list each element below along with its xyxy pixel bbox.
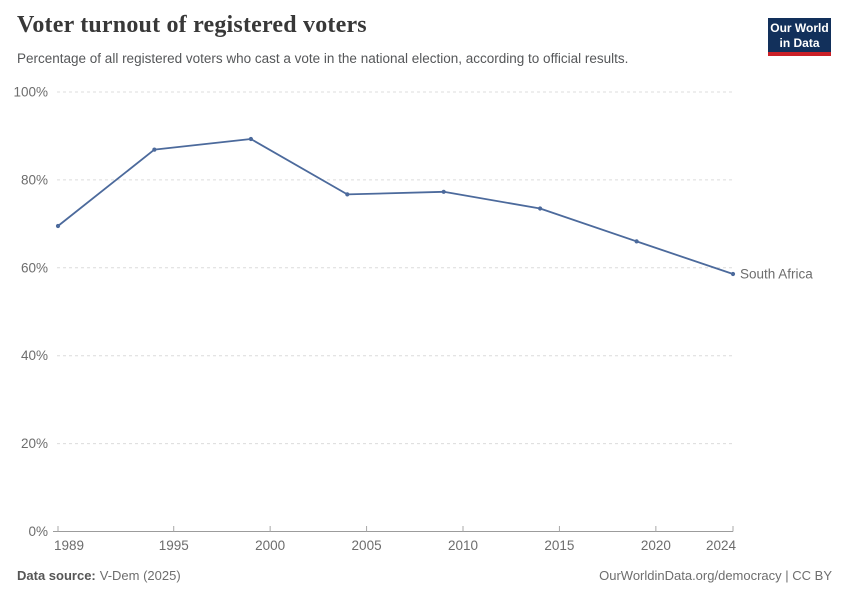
data-point-1989	[55, 223, 61, 229]
x-tick-label-1989: 1989	[54, 538, 84, 553]
data-point-2004	[345, 192, 350, 197]
owid-logo-line1: Our World	[770, 21, 829, 35]
x-tick-label-2000: 2000	[255, 538, 285, 553]
x-tick-label-2005: 2005	[352, 538, 382, 553]
data-point-1999	[248, 136, 253, 142]
data-source-label: Data source:	[17, 568, 96, 583]
footer-rights: OurWorldinData.org/democracy | CC BY	[599, 568, 832, 583]
data-source-value: V-Dem (2025)	[99, 568, 181, 583]
x-tick-label-2010: 2010	[448, 538, 478, 553]
data-point-2009	[441, 189, 446, 194]
data-source: Data source: V-Dem (2025)	[17, 568, 181, 583]
x-tick-label-2015: 2015	[544, 538, 574, 553]
y-tick-label-20: 20%	[21, 436, 48, 451]
y-tick-label-80: 80%	[21, 172, 48, 187]
data-point-2024	[730, 271, 736, 277]
chart-subtitle: Percentage of all registered voters who …	[17, 51, 629, 66]
data-line-south-africa	[57, 138, 734, 275]
series-label-south-africa: South Africa	[740, 266, 813, 281]
chart-title: Voter turnout of registered voters	[17, 12, 367, 38]
y-tick-label-40: 40%	[21, 348, 48, 363]
x-tick-label-1995: 1995	[159, 538, 189, 553]
data-point-2019	[634, 239, 639, 244]
y-tick-label-100: 100%	[13, 85, 48, 100]
y-tick-label-60: 60%	[21, 260, 48, 275]
data-point-2014	[538, 206, 543, 211]
x-tick-label-2020: 2020	[641, 538, 671, 553]
data-point-1994	[152, 147, 157, 152]
x-tick-label-2024: 2024	[706, 538, 737, 553]
chart-footer: Data source: V-Dem (2025) OurWorldinData.…	[17, 568, 832, 583]
y-tick-label-0: 0%	[28, 524, 48, 539]
owid-logo: Our World in Data	[768, 18, 831, 57]
owid-logo-line2: in Data	[779, 35, 820, 50]
